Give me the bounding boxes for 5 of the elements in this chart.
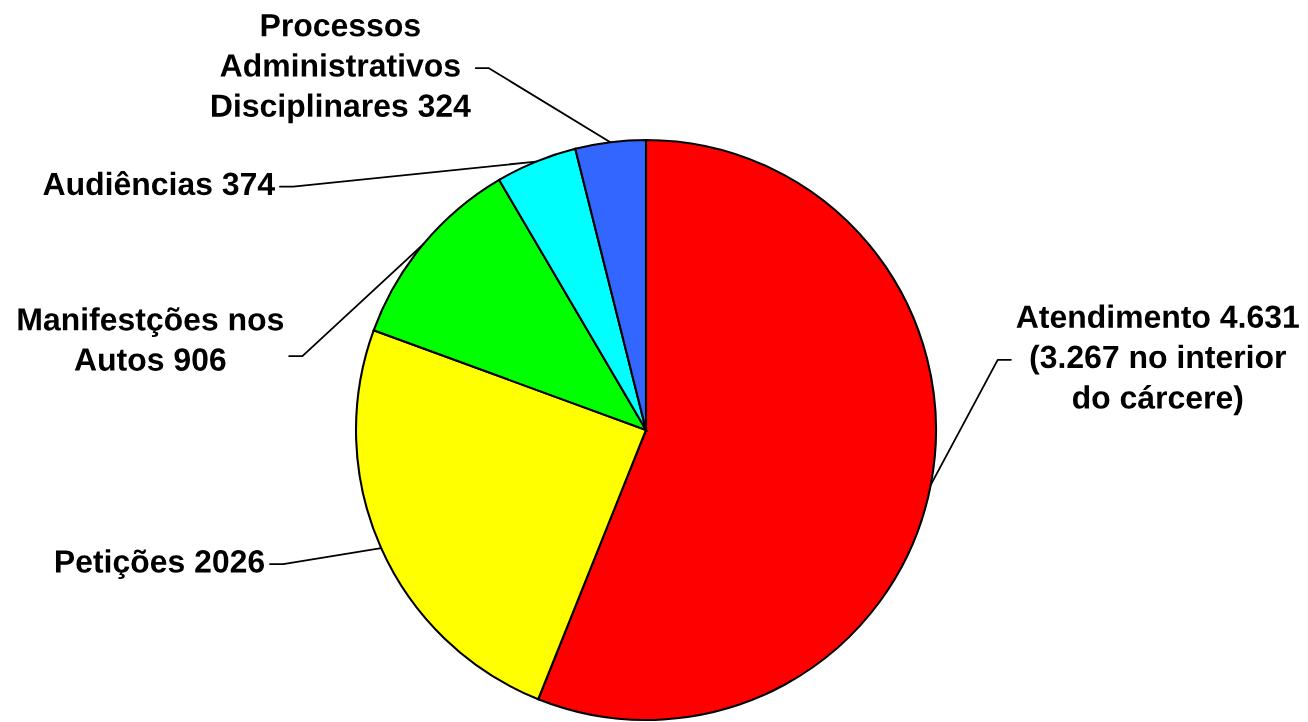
slice-label: Audiências 374 (43, 171, 275, 196)
slice-label: Processos Administrativos Disciplinares 324 (211, 14, 471, 124)
slice-label: Manifestções nos Autos 906 (18, 307, 284, 371)
slice-label: Petições 2026 (55, 549, 265, 580)
slice-label: Atendimento 4.631 (3.267 no interior do cárcere) (1016, 304, 1299, 416)
